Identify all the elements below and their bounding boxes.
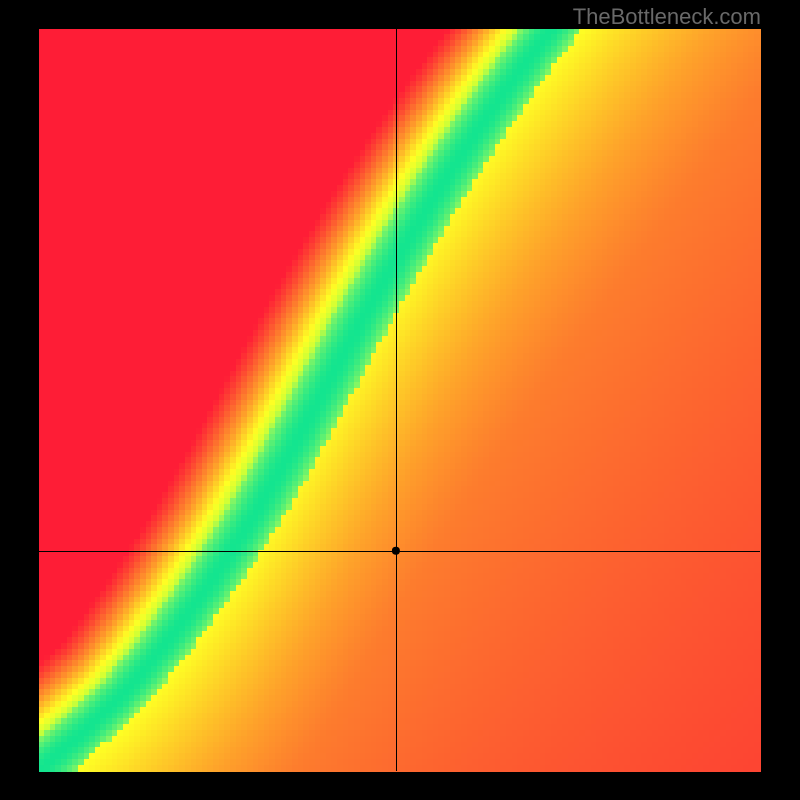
watermark-text: TheBottleneck.com — [573, 4, 761, 30]
bottleneck-heatmap — [0, 0, 800, 800]
